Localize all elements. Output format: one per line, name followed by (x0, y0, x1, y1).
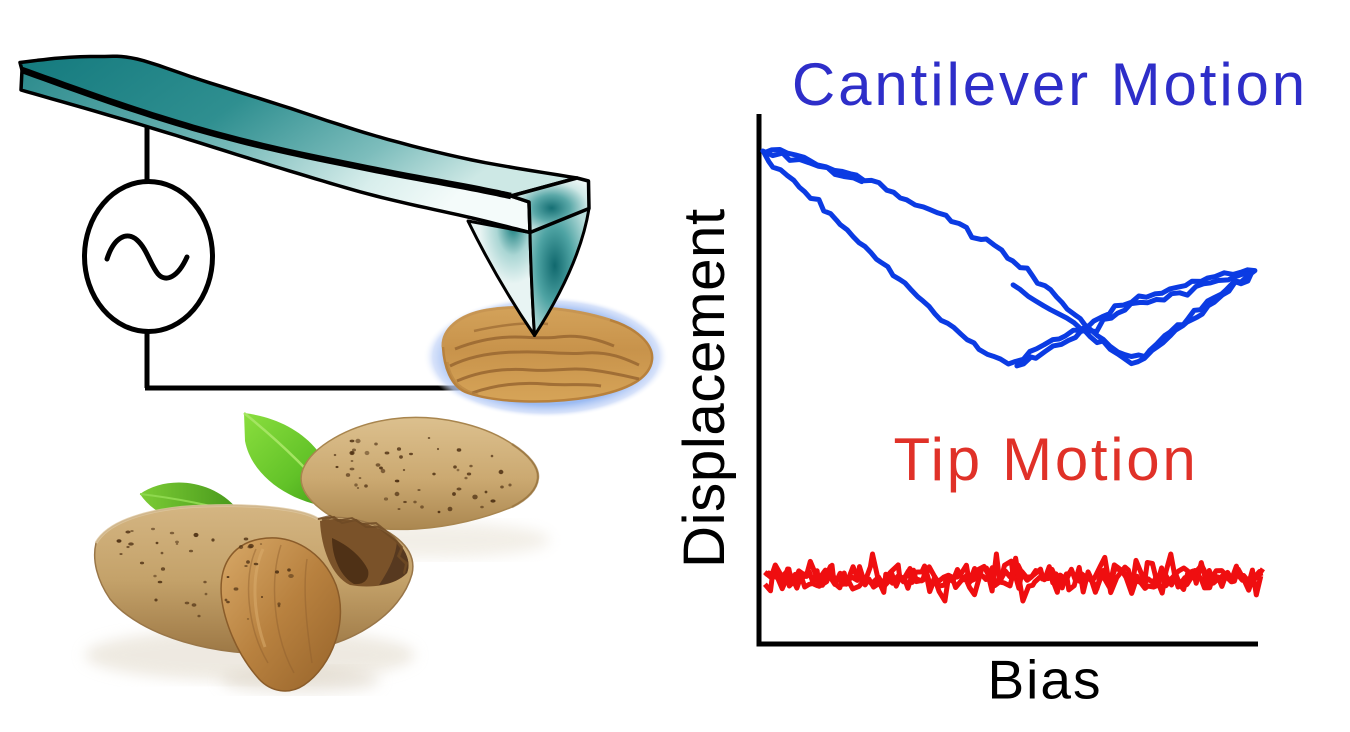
svg-text:Cantilever Motion: Cantilever Motion (792, 51, 1308, 118)
svg-text:Tip Motion: Tip Motion (894, 426, 1199, 493)
svg-text:Bias: Bias (988, 649, 1103, 711)
svg-text:Displacement: Displacement (672, 208, 737, 568)
